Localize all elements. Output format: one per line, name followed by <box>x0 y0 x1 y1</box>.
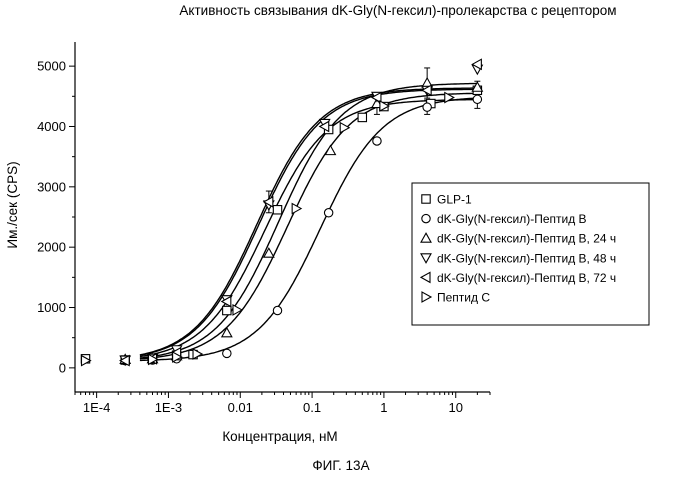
data-point-series-3 <box>222 328 232 337</box>
data-point-series-2 <box>324 209 332 217</box>
legend-label-6: Пептид С <box>437 291 490 305</box>
legend-label-3: dK-Gly(N-гексил)-Пептид В, 24 ч <box>437 232 616 246</box>
data-point-series-1 <box>223 306 231 314</box>
legend-label-2: dK-Gly(N-гексил)-Пептид В <box>437 212 587 226</box>
y-tick-label: 3000 <box>37 179 66 194</box>
x-tick-label: 0.1 <box>303 400 321 415</box>
x-tick-label: 1E-4 <box>83 400 110 415</box>
y-tick-label: 0 <box>59 360 66 375</box>
data-point-series-2 <box>473 95 481 103</box>
x-tick-label: 1 <box>380 400 387 415</box>
x-tick-label: 1E-3 <box>155 400 182 415</box>
y-axis-label: Им./сек (CPS) <box>5 161 20 248</box>
y-tick-label: 4000 <box>37 119 66 134</box>
data-point-series-2 <box>223 349 231 357</box>
y-tick-label: 5000 <box>37 59 66 74</box>
x-tick-label: 0.01 <box>228 400 253 415</box>
data-point-series-2 <box>373 137 381 145</box>
legend: GLP-1 dK-Gly(N-гексил)-Пептид В dK-Gly(N-г… <box>412 183 649 325</box>
legend-label-4: dK-Gly(N-гексил)-Пептид В, 48 ч <box>437 251 616 265</box>
data-point-series-6 <box>340 123 349 133</box>
figure-label: ФИГ. 13А <box>312 458 369 473</box>
legend-label-5: dK-Gly(N-гексил)-Пептид В, 72 ч <box>437 271 616 285</box>
data-point-series-1 <box>273 206 281 214</box>
y-tick-label: 2000 <box>37 240 66 255</box>
data-point-series-2 <box>423 103 431 111</box>
data-point-series-1 <box>358 113 366 121</box>
data-point-series-2 <box>273 306 281 314</box>
x-axis-label: Концентрация, нМ <box>222 429 337 444</box>
legend-marker-2 <box>422 214 430 222</box>
x-tick-label: 10 <box>448 400 462 415</box>
data-point-series-6 <box>292 204 301 214</box>
legend-marker-1 <box>422 195 430 203</box>
data-point-series-6 <box>233 305 242 315</box>
chart-title: Активность связывания dK-Gly(N-гексил)-п… <box>179 3 616 18</box>
legend-label-1: GLP-1 <box>437 193 472 207</box>
y-tick-label: 1000 <box>37 300 66 315</box>
